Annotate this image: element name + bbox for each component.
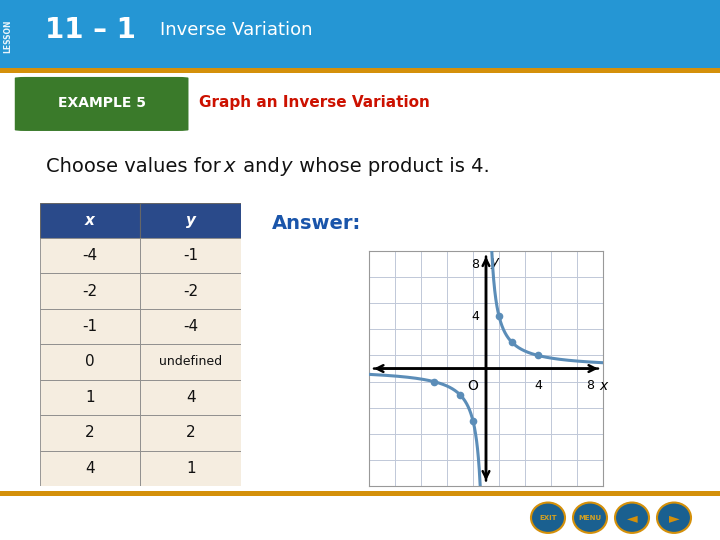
Bar <box>40 202 140 238</box>
Bar <box>140 380 241 415</box>
Bar <box>40 238 140 273</box>
Text: Inverse Variation: Inverse Variation <box>160 22 312 39</box>
Bar <box>140 309 241 345</box>
Text: -4: -4 <box>183 319 199 334</box>
Text: y: y <box>281 157 292 176</box>
Text: 2: 2 <box>186 426 196 440</box>
Ellipse shape <box>657 503 691 533</box>
Bar <box>0 68 720 73</box>
Text: x: x <box>85 213 95 228</box>
Ellipse shape <box>531 503 565 533</box>
Text: and: and <box>237 157 286 176</box>
Text: -4: -4 <box>82 248 98 263</box>
Bar <box>40 380 140 415</box>
Text: 4: 4 <box>85 461 95 476</box>
Bar <box>140 273 241 309</box>
Text: 8: 8 <box>586 379 595 392</box>
Text: Choose values for: Choose values for <box>46 157 228 176</box>
Text: LESSON: LESSON <box>4 19 12 53</box>
Text: -2: -2 <box>82 284 98 299</box>
Text: 0: 0 <box>85 354 95 369</box>
Text: 8: 8 <box>472 258 480 271</box>
Text: 1: 1 <box>186 461 196 476</box>
Text: undefined: undefined <box>159 355 222 368</box>
Bar <box>140 238 241 273</box>
Text: -2: -2 <box>183 284 199 299</box>
Bar <box>140 415 241 450</box>
Text: whose product is 4.: whose product is 4. <box>293 157 490 176</box>
Text: EXAMPLE 5: EXAMPLE 5 <box>58 96 145 110</box>
Text: ►: ► <box>669 511 679 525</box>
Text: EXIT: EXIT <box>539 515 557 521</box>
Text: Graph an Inverse Variation: Graph an Inverse Variation <box>199 95 430 110</box>
Text: 4: 4 <box>472 310 480 323</box>
Text: 4: 4 <box>186 390 196 405</box>
Bar <box>140 345 241 380</box>
Text: y: y <box>186 213 196 228</box>
Text: 2: 2 <box>85 426 95 440</box>
Bar <box>140 202 241 238</box>
Bar <box>40 345 140 380</box>
Text: 11 – 1: 11 – 1 <box>45 16 136 44</box>
Bar <box>140 450 241 486</box>
Text: 1: 1 <box>85 390 95 405</box>
Bar <box>40 309 140 345</box>
Bar <box>40 450 140 486</box>
Bar <box>0 491 720 496</box>
Text: O: O <box>467 379 478 393</box>
Bar <box>40 273 140 309</box>
Text: MENU: MENU <box>578 515 602 521</box>
Text: x: x <box>223 157 235 176</box>
Text: Answer:: Answer: <box>272 214 361 233</box>
Text: ◄: ◄ <box>626 511 637 525</box>
Bar <box>40 415 140 450</box>
Text: -1: -1 <box>82 319 98 334</box>
Text: x: x <box>600 379 608 393</box>
Ellipse shape <box>615 503 649 533</box>
Text: -1: -1 <box>183 248 199 263</box>
Text: y: y <box>490 255 498 269</box>
Ellipse shape <box>573 503 607 533</box>
FancyBboxPatch shape <box>15 77 189 131</box>
Text: 4: 4 <box>534 379 542 392</box>
